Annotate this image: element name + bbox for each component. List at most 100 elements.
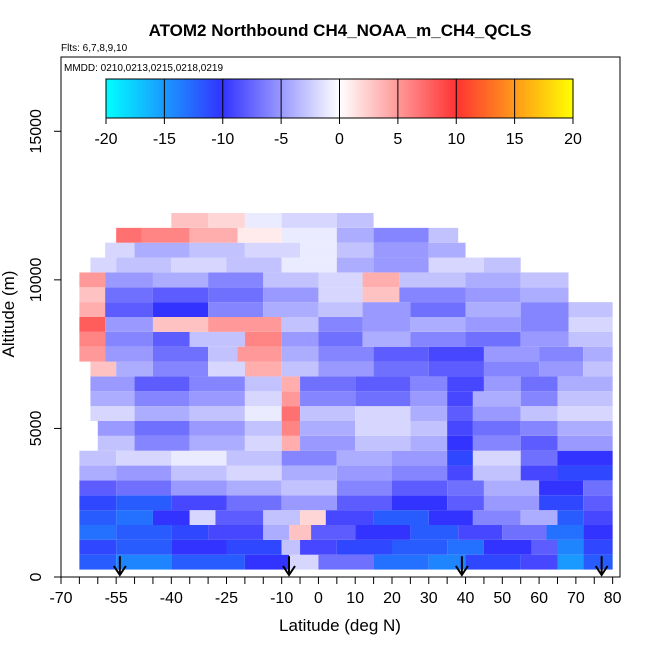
heatmap-cell	[520, 272, 569, 288]
heatmap-cell	[134, 391, 190, 407]
heatmap-cell	[410, 435, 448, 451]
heatmap-cell	[116, 450, 172, 466]
heatmap-cell	[79, 302, 106, 317]
heatmap-cell	[336, 242, 374, 258]
heatmap-cell	[391, 465, 448, 481]
heatmap-cell	[373, 510, 429, 525]
heatmap-cell	[189, 435, 245, 451]
heatmap-cell	[520, 376, 558, 392]
heatmap-cell	[410, 421, 448, 436]
heatmap-cell	[373, 361, 429, 377]
heatmap-cell	[355, 435, 411, 451]
heatmap-cell	[373, 227, 429, 243]
heatmap-cell	[300, 391, 356, 407]
heatmap-cell	[583, 510, 613, 525]
heatmap-cell	[472, 465, 521, 481]
heatmap-cell	[244, 421, 282, 436]
heatmap-cell	[391, 480, 448, 496]
heatmap-cell	[171, 480, 227, 496]
heatmap-cell	[483, 539, 532, 555]
heatmap-cell	[410, 302, 466, 317]
heatmap-cell	[116, 480, 172, 496]
heatmap-cell	[447, 539, 484, 555]
heatmap-cell	[171, 525, 209, 540]
heatmap-cell	[189, 406, 245, 421]
heatmap-cell	[336, 213, 374, 228]
heatmap-cell	[520, 554, 558, 570]
heatmap-cell	[79, 287, 106, 303]
heatmap-cell	[483, 480, 540, 496]
heatmap-cell	[90, 376, 135, 392]
heatmap-cell	[336, 480, 392, 496]
heatmap-cell	[483, 376, 521, 392]
heatmap-cell	[325, 510, 374, 525]
heatmap-cell	[410, 525, 459, 540]
heatmap-cell	[447, 465, 473, 481]
heatmap-cell	[391, 495, 448, 511]
heatmap-cell	[171, 213, 209, 228]
heatmap-cell	[583, 346, 613, 362]
heatmap-cell	[79, 346, 106, 362]
heatmap-cell	[79, 465, 117, 481]
heatmap-cell	[428, 227, 459, 243]
x-axis-label: Latitude (deg N)	[279, 616, 401, 635]
heatmap-cell	[134, 421, 190, 436]
heatmap-cell	[568, 331, 613, 347]
arrow-head	[282, 565, 296, 577]
heatmap-cell	[373, 346, 429, 362]
heatmap-cell	[281, 257, 337, 273]
heatmap-cell	[318, 554, 374, 570]
heatmap-cell	[226, 495, 282, 511]
heatmap-cell	[116, 525, 172, 540]
heatmap-cell	[79, 450, 117, 466]
heatmap-cell	[300, 510, 326, 525]
heatmap-cell	[152, 510, 190, 525]
heatmap-cell	[447, 495, 484, 511]
x-axis: -70 -55 -40 -25 -10 0 10 20 30 40 50 60 70 80	[49, 577, 622, 607]
heatmap-cell	[152, 331, 190, 347]
heatmap-cell	[458, 525, 503, 540]
heatmap-cell	[520, 391, 558, 407]
heatmap-cell	[362, 272, 400, 288]
heatmap-cell	[447, 480, 484, 496]
heatmap-cell	[105, 242, 135, 258]
heatmap-cell	[281, 450, 337, 466]
heatmap-cell	[472, 421, 521, 436]
heatmap-cell	[355, 421, 411, 436]
heatmap-cell	[281, 213, 337, 228]
heatmap-cell	[79, 272, 106, 288]
heatmap-cell	[79, 554, 117, 570]
heatmap-cell	[134, 376, 190, 392]
heatmap-cell	[557, 421, 613, 436]
heatmap-cell	[583, 495, 613, 511]
heatmap-cell	[226, 480, 282, 496]
y-axis-label: Altitude (m)	[0, 271, 18, 358]
heatmap-cell	[520, 421, 558, 436]
heatmap-cell	[391, 539, 448, 555]
heatmap-cell	[557, 510, 584, 525]
heatmap-cell	[244, 435, 282, 451]
heatmap-cell	[300, 242, 337, 258]
x-tick-label: 10	[346, 590, 364, 607]
latitude-arrows	[113, 556, 609, 577]
heatmap-cell	[281, 331, 319, 347]
heatmap-cell	[215, 510, 264, 525]
heatmap-cell	[546, 525, 584, 540]
heatmap-cell	[318, 361, 374, 377]
heatmap-cell	[557, 376, 613, 392]
heatmap-cell	[410, 406, 448, 421]
heatmap-cell	[152, 361, 209, 377]
heatmap-cell	[263, 302, 319, 317]
heatmap-cell	[318, 287, 363, 303]
heatmap-cell	[244, 376, 282, 392]
heatmap-cell	[472, 391, 521, 407]
arrow-head	[113, 565, 127, 577]
heatmap-cell	[116, 465, 172, 481]
heatmap-cell	[116, 257, 172, 273]
heatmap-cell	[79, 495, 117, 511]
arrow-head	[455, 565, 469, 577]
heatmap-cell	[428, 510, 473, 525]
heatmap-cell	[79, 480, 117, 496]
heatmap-cell	[281, 406, 301, 421]
